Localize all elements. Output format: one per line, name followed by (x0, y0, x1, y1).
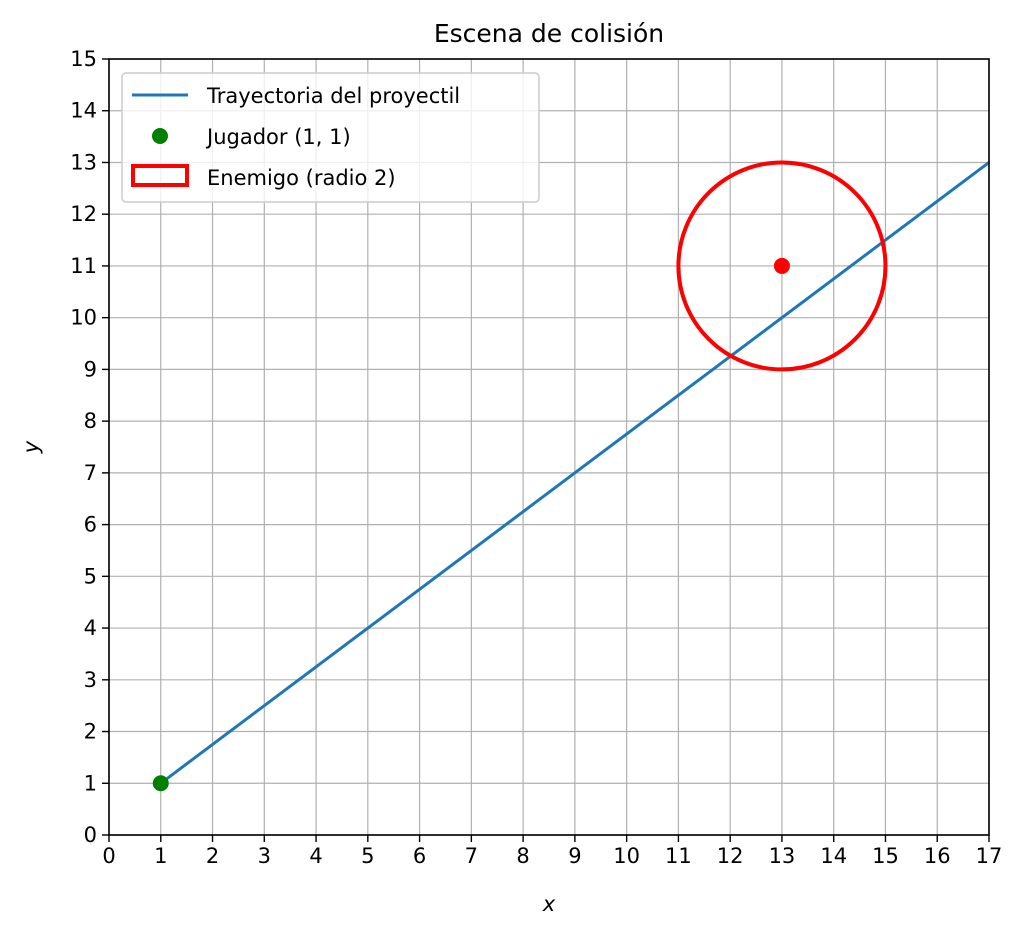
y-tick-label: 9 (84, 357, 97, 381)
legend-label-trajectory: Trayectoria del proyectil (206, 84, 460, 108)
plot-area (152, 160, 990, 792)
legend-player-swatch (152, 128, 168, 144)
y-tick-label: 1 (84, 771, 97, 795)
y-tick-label: 8 (84, 409, 97, 433)
x-tick-label: 16 (924, 844, 951, 868)
y-tick-label: 11 (70, 254, 97, 278)
y-tick-label: 13 (70, 150, 97, 174)
x-tick-label: 7 (465, 844, 478, 868)
legend-label-player: Jugador (1, 1) (205, 125, 351, 149)
x-tick-label: 14 (820, 844, 847, 868)
y-axis-label: y (19, 440, 43, 454)
x-axis-ticks: 0 1 2 3 4 5 6 7 8 9 10 11 12 13 14 15 16 17 (102, 835, 1002, 868)
player-point (152, 775, 169, 792)
x-tick-label: 12 (717, 844, 744, 868)
enemy-radius-circle (676, 160, 888, 372)
y-tick-label: 5 (84, 564, 97, 588)
y-tick-label: 6 (84, 513, 97, 537)
y-tick-label: 3 (84, 668, 97, 692)
chart-title: Escena de colisión (434, 19, 664, 48)
x-tick-label: 4 (309, 844, 322, 868)
y-tick-label: 14 (70, 99, 97, 123)
x-axis-label: x (542, 892, 556, 916)
x-tick-label: 3 (258, 844, 271, 868)
legend-frame (121, 72, 540, 203)
x-tick-label: 1 (154, 844, 167, 868)
legend: Trayectoria del proyectil Jugador (1, 1)… (121, 72, 540, 203)
x-tick-label: 2 (206, 844, 219, 868)
y-tick-label: 12 (70, 202, 97, 226)
y-tick-label: 2 (84, 720, 97, 744)
enemy-center-point (773, 257, 790, 274)
x-tick-label: 6 (413, 844, 426, 868)
x-tick-label: 15 (872, 844, 899, 868)
y-tick-label: 15 (70, 47, 97, 71)
legend-enemy-swatch (131, 164, 189, 187)
x-tick-label: 11 (665, 844, 692, 868)
trajectory-line (159, 161, 990, 785)
y-tick-label: 0 (84, 823, 97, 847)
y-tick-label: 7 (84, 461, 97, 485)
x-tick-label: 0 (102, 844, 115, 868)
x-tick-label: 10 (613, 844, 640, 868)
y-tick-label: 10 (70, 306, 97, 330)
x-tick-label: 17 (976, 844, 1003, 868)
y-tick-label: 4 (84, 616, 97, 640)
x-tick-label: 5 (361, 844, 374, 868)
x-tick-label: 13 (769, 844, 796, 868)
x-tick-label: 9 (568, 844, 581, 868)
x-tick-label: 8 (516, 844, 529, 868)
axes-frame (108, 58, 990, 836)
legend-label-enemy: Enemigo (radio 2) (207, 166, 396, 190)
